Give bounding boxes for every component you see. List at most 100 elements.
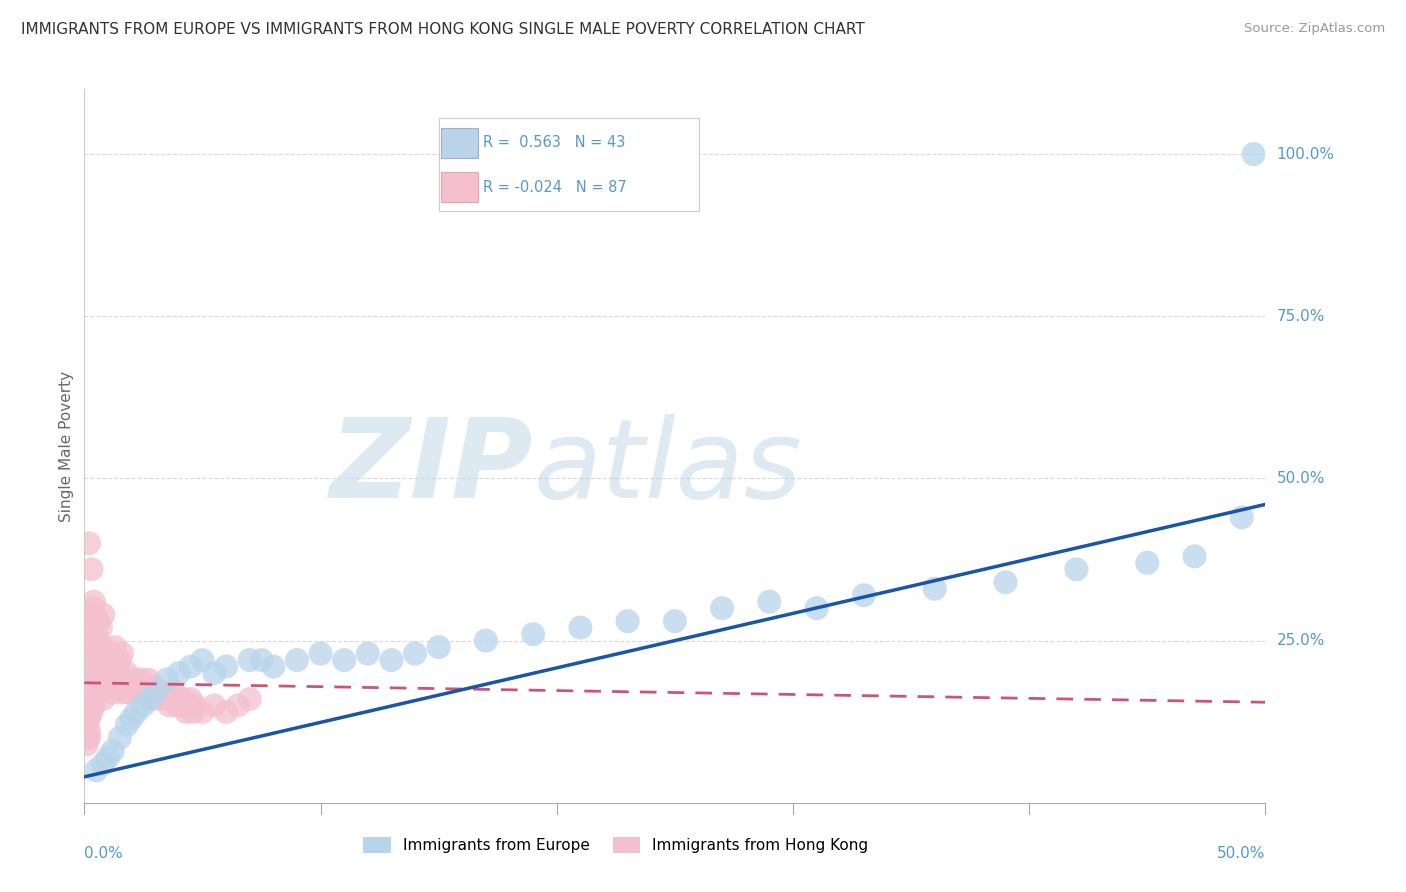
Point bbox=[132, 685, 155, 699]
Point bbox=[167, 692, 190, 706]
Point bbox=[128, 679, 150, 693]
Point bbox=[121, 679, 143, 693]
Point bbox=[924, 582, 946, 596]
Point bbox=[167, 666, 190, 681]
Point bbox=[380, 653, 402, 667]
Point bbox=[76, 731, 98, 745]
Point bbox=[156, 673, 179, 687]
Point bbox=[77, 724, 100, 739]
Point bbox=[94, 673, 117, 687]
Point bbox=[180, 692, 202, 706]
Point bbox=[163, 685, 186, 699]
Point bbox=[80, 621, 103, 635]
Point bbox=[129, 673, 152, 687]
Point bbox=[616, 614, 638, 628]
Point bbox=[101, 653, 124, 667]
Point bbox=[215, 659, 238, 673]
Point bbox=[87, 685, 110, 699]
Point bbox=[143, 679, 166, 693]
Point bbox=[149, 692, 172, 706]
Point bbox=[84, 666, 107, 681]
Point bbox=[146, 685, 169, 699]
Point bbox=[108, 679, 131, 693]
Point bbox=[758, 595, 780, 609]
Point bbox=[108, 653, 131, 667]
Point bbox=[91, 692, 114, 706]
Point bbox=[156, 685, 179, 699]
Text: 50.0%: 50.0% bbox=[1277, 471, 1324, 486]
Y-axis label: Single Male Poverty: Single Male Poverty bbox=[59, 370, 73, 522]
Point bbox=[181, 705, 204, 719]
Point bbox=[173, 692, 195, 706]
Point bbox=[357, 647, 380, 661]
Legend: Immigrants from Europe, Immigrants from Hong Kong: Immigrants from Europe, Immigrants from … bbox=[357, 831, 875, 859]
Point bbox=[125, 685, 148, 699]
Point bbox=[80, 705, 103, 719]
Point bbox=[1136, 556, 1159, 570]
Point bbox=[191, 653, 214, 667]
Text: 50.0%: 50.0% bbox=[1218, 846, 1265, 861]
Point bbox=[114, 673, 136, 687]
Point bbox=[83, 595, 105, 609]
Point bbox=[184, 698, 207, 713]
Point bbox=[101, 744, 124, 758]
Point bbox=[170, 698, 193, 713]
Point bbox=[202, 698, 225, 713]
Point bbox=[1066, 562, 1088, 576]
Point bbox=[569, 621, 592, 635]
Point bbox=[115, 666, 138, 681]
Point bbox=[87, 647, 110, 661]
Point bbox=[239, 653, 262, 667]
Point bbox=[87, 614, 110, 628]
Point bbox=[90, 679, 112, 693]
Point bbox=[404, 647, 426, 661]
Point bbox=[101, 685, 124, 699]
Point bbox=[1243, 147, 1265, 161]
Point bbox=[174, 705, 197, 719]
Point bbox=[136, 673, 159, 687]
Point bbox=[91, 756, 114, 771]
Point bbox=[157, 698, 180, 713]
Point bbox=[262, 659, 284, 673]
Point bbox=[77, 536, 100, 550]
Point bbox=[994, 575, 1017, 590]
Point bbox=[191, 705, 214, 719]
Point bbox=[80, 679, 103, 693]
Point bbox=[153, 692, 176, 706]
Point bbox=[83, 633, 105, 648]
Text: 0.0%: 0.0% bbox=[84, 846, 124, 861]
Point bbox=[111, 647, 134, 661]
Point bbox=[76, 653, 98, 667]
Point bbox=[108, 731, 131, 745]
Point bbox=[104, 640, 127, 654]
Point bbox=[76, 614, 98, 628]
Point bbox=[107, 659, 129, 673]
Point bbox=[215, 705, 238, 719]
Point bbox=[76, 718, 98, 732]
Text: Source: ZipAtlas.com: Source: ZipAtlas.com bbox=[1244, 22, 1385, 36]
Text: atlas: atlas bbox=[533, 414, 801, 521]
Point bbox=[475, 633, 498, 648]
Point bbox=[139, 692, 162, 706]
Point bbox=[309, 647, 332, 661]
Point bbox=[83, 673, 105, 687]
Point bbox=[84, 659, 107, 673]
Point bbox=[104, 673, 127, 687]
Point bbox=[150, 685, 173, 699]
Point bbox=[226, 698, 249, 713]
Point bbox=[107, 666, 129, 681]
Point bbox=[121, 711, 143, 725]
Point bbox=[77, 607, 100, 622]
Point bbox=[80, 562, 103, 576]
Point bbox=[84, 627, 107, 641]
Point bbox=[111, 685, 134, 699]
Point bbox=[90, 653, 112, 667]
Point bbox=[91, 640, 114, 654]
Text: 25.0%: 25.0% bbox=[1277, 633, 1324, 648]
Point bbox=[285, 653, 308, 667]
Point bbox=[77, 731, 100, 745]
Point bbox=[97, 666, 120, 681]
Point bbox=[77, 692, 100, 706]
Point bbox=[76, 698, 98, 713]
Point bbox=[166, 698, 188, 713]
